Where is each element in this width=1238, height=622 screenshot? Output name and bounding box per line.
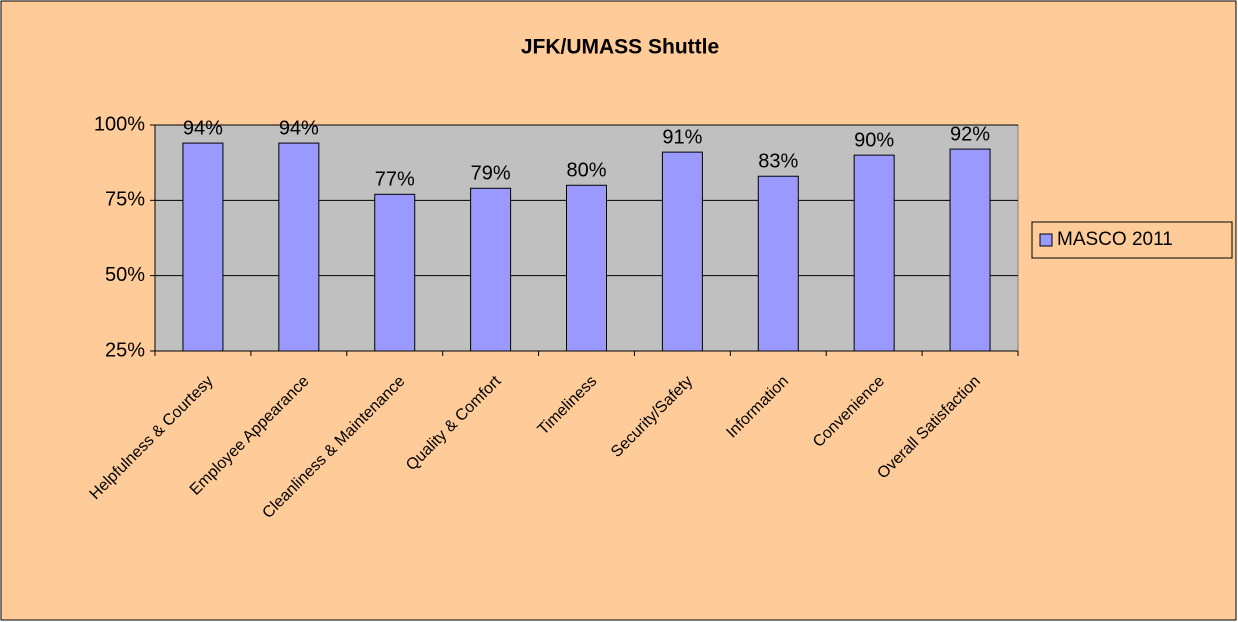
bar — [566, 184, 607, 352]
bar — [757, 175, 799, 352]
data-label: 80% — [566, 160, 606, 182]
data-label: 94% — [183, 117, 223, 139]
data-label: 77% — [375, 169, 415, 191]
data-label: 92% — [950, 123, 990, 145]
legend-label: MASCO 2011 — [1057, 229, 1173, 250]
bar — [374, 193, 416, 352]
data-label: 90% — [854, 129, 894, 151]
bar — [182, 142, 224, 352]
legend-box — [1031, 221, 1233, 259]
bar — [278, 142, 320, 352]
y-tick-label: 75% — [105, 189, 145, 211]
y-tick-label: 100% — [94, 113, 145, 135]
y-tick-label: 50% — [105, 264, 145, 286]
bar — [853, 154, 895, 352]
bar — [661, 151, 703, 352]
chart-title: JFK/UMASS Shuttle — [521, 36, 719, 59]
bar — [470, 187, 512, 352]
data-label: 91% — [662, 126, 702, 148]
data-label: 83% — [758, 151, 798, 173]
data-label: 79% — [471, 163, 511, 185]
legend-swatch — [1039, 233, 1053, 247]
data-label: 94% — [279, 117, 319, 139]
y-tick-label: 25% — [105, 339, 145, 361]
bar — [949, 148, 991, 352]
